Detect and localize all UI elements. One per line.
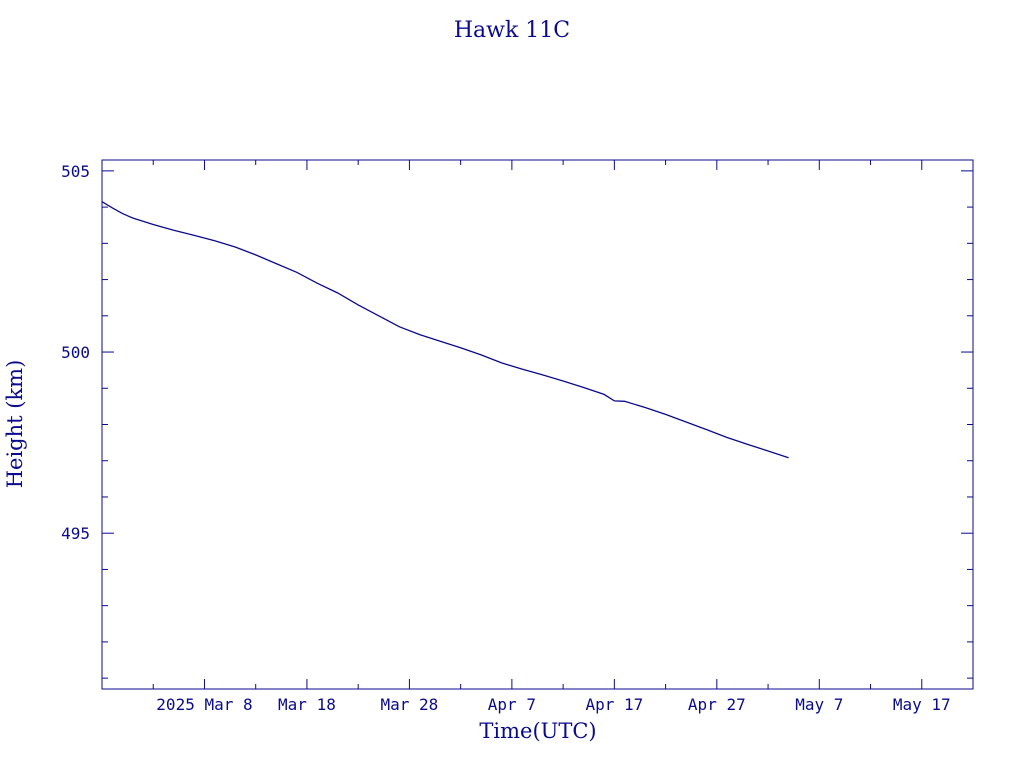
y-tick-label: 495 <box>61 524 90 543</box>
x-tick-label: 2025 Mar 8 <box>156 695 252 714</box>
plot-frame <box>101 159 974 690</box>
x-tick-label: May 17 <box>893 695 951 714</box>
x-tick-label: Apr 17 <box>585 695 643 714</box>
chart-title: Hawk 11C <box>454 18 570 43</box>
height-series-line <box>101 201 789 459</box>
x-axis-label: Time(UTC) <box>479 719 596 743</box>
x-tick-label: Mar 18 <box>278 695 336 714</box>
x-tick-label: Apr 27 <box>688 695 746 714</box>
y-axis: 495 500 505 <box>61 162 973 679</box>
y-tick-label: 505 <box>61 162 90 181</box>
x-tick-label: May 7 <box>795 695 843 714</box>
x-tick-label: Apr 7 <box>488 695 536 714</box>
x-axis: 2025 Mar 8 Mar 18 Mar 28 Apr 7 Apr 17 Apr 27 M… <box>152 160 951 714</box>
x-tick-label: Mar 28 <box>381 695 439 714</box>
y-tick-label: 500 <box>61 343 90 362</box>
y-axis-label: Height (km) <box>3 360 27 489</box>
